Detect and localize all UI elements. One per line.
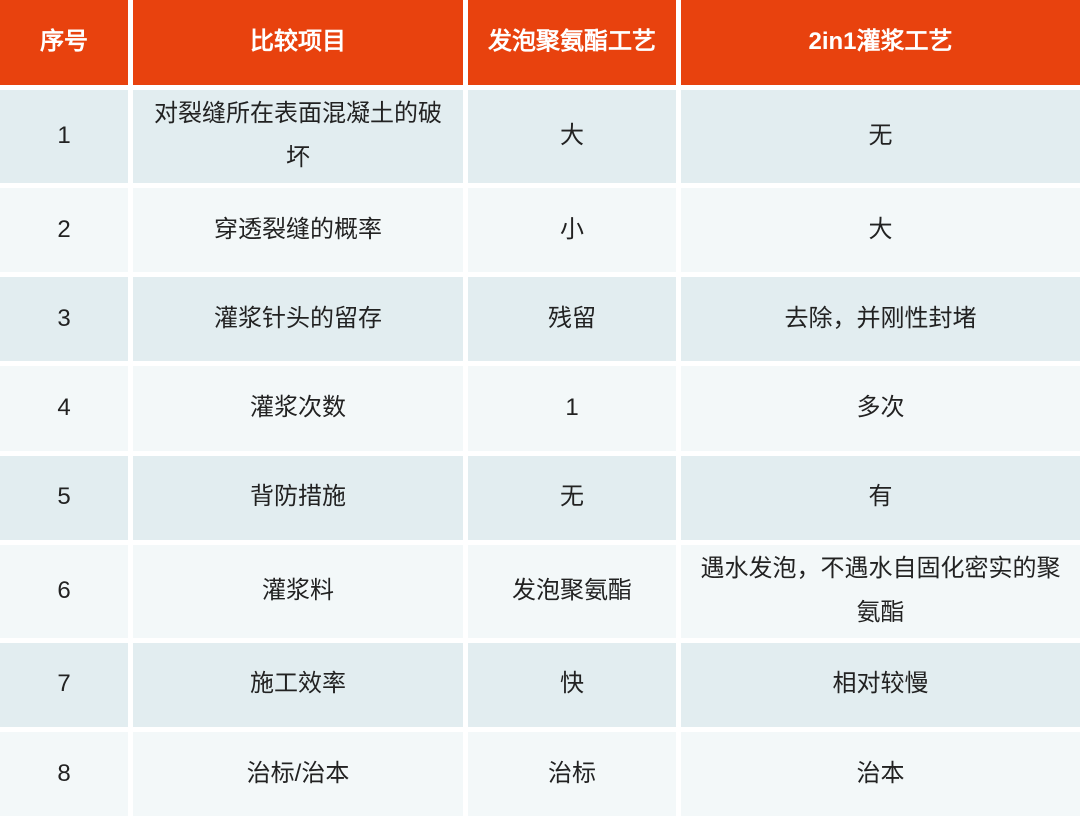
row-8-index: 8 xyxy=(0,731,128,816)
row-2-item: 穿透裂缝的概率 xyxy=(133,187,463,273)
header-cell-index: 序号 xyxy=(0,0,128,85)
row-6-index: 6 xyxy=(0,544,128,638)
header-cell-pu-process: 发泡聚氨酯工艺 xyxy=(468,0,676,85)
row-4-item: 灌浆次数 xyxy=(133,366,463,451)
row-3-2in1: 去除，并刚性封堵 xyxy=(681,277,1080,362)
row-5-pu: 无 xyxy=(468,455,676,540)
row-8-2in1: 治本 xyxy=(681,731,1080,816)
row-1-pu: 大 xyxy=(468,90,676,183)
row-7-index: 7 xyxy=(0,642,128,727)
row-3-item: 灌浆针头的留存 xyxy=(133,277,463,362)
row-7-2in1: 相对较慢 xyxy=(681,642,1080,727)
row-5-2in1: 有 xyxy=(681,455,1080,540)
row-1-2in1: 无 xyxy=(681,90,1080,183)
header-cell-2in1-process: 2in1灌浆工艺 xyxy=(681,0,1080,85)
row-2-pu: 小 xyxy=(468,187,676,273)
row-3-index: 3 xyxy=(0,277,128,362)
row-5-index: 5 xyxy=(0,455,128,540)
row-1-item: 对裂缝所在表面混凝土的破坏 xyxy=(133,90,463,183)
row-6-item: 灌浆料 xyxy=(133,544,463,638)
row-2-2in1: 大 xyxy=(681,187,1080,273)
row-6-pu: 发泡聚氨酯 xyxy=(468,544,676,638)
row-8-pu: 治标 xyxy=(468,731,676,816)
row-7-pu: 快 xyxy=(468,642,676,727)
row-4-index: 4 xyxy=(0,366,128,451)
row-3-pu: 残留 xyxy=(468,277,676,362)
row-6-2in1: 遇水发泡，不遇水自固化密实的聚氨酯 xyxy=(681,544,1080,638)
row-5-item: 背防措施 xyxy=(133,455,463,540)
row-7-item: 施工效率 xyxy=(133,642,463,727)
row-1-index: 1 xyxy=(0,90,128,183)
row-2-index: 2 xyxy=(0,187,128,273)
row-8-item: 治标/治本 xyxy=(133,731,463,816)
header-cell-item: 比较项目 xyxy=(133,0,463,85)
row-4-2in1: 多次 xyxy=(681,366,1080,451)
row-4-pu: 1 xyxy=(468,366,676,451)
